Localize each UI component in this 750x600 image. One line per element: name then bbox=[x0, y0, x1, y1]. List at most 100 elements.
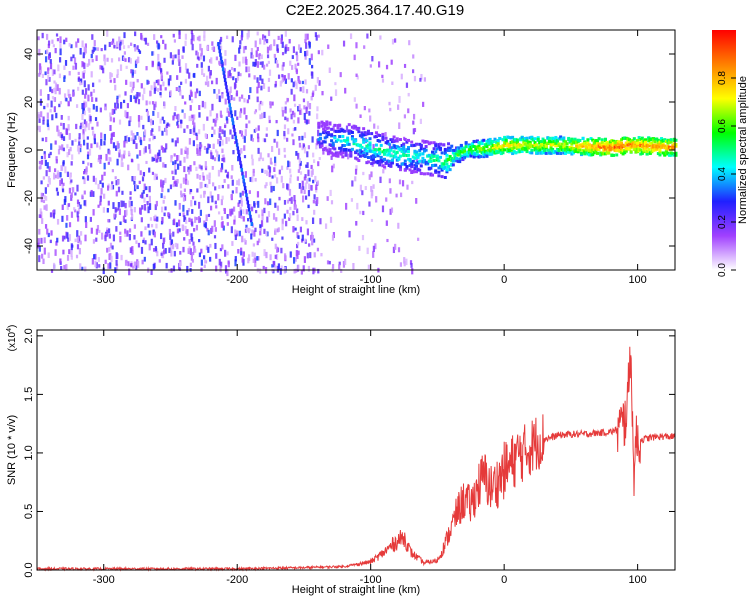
signal-cell bbox=[410, 162, 414, 166]
noise-cell bbox=[85, 166, 88, 173]
spectrogram-signal-layer bbox=[317, 120, 678, 179]
noise-cell bbox=[328, 260, 331, 265]
signal-cell bbox=[466, 154, 470, 158]
noise-cell bbox=[66, 203, 69, 210]
noise-cell bbox=[150, 224, 154, 228]
signal-cell bbox=[333, 136, 337, 140]
noise-cell bbox=[65, 264, 68, 271]
signal-cell bbox=[423, 172, 427, 176]
signal-cell bbox=[370, 155, 374, 159]
signal-cell bbox=[376, 148, 380, 152]
signal-cell bbox=[395, 145, 399, 149]
signal-cell bbox=[594, 149, 598, 153]
noise-cell bbox=[286, 117, 289, 122]
signal-cell bbox=[421, 139, 425, 143]
signal-cell bbox=[652, 148, 656, 152]
noise-cell bbox=[211, 126, 214, 130]
signal-cell bbox=[431, 155, 435, 159]
noise-cell bbox=[389, 188, 392, 194]
signal-cell bbox=[503, 141, 507, 145]
noise-cell bbox=[306, 151, 309, 158]
noise-cell bbox=[81, 121, 84, 129]
noise-cell bbox=[413, 75, 417, 82]
streak-cell bbox=[237, 150, 240, 154]
noise-cell bbox=[297, 250, 300, 255]
noise-cell bbox=[267, 30, 271, 37]
noise-cell bbox=[275, 254, 279, 260]
signal-cell bbox=[642, 146, 646, 150]
signal-cell bbox=[448, 146, 452, 150]
noise-cell bbox=[46, 103, 49, 108]
signal-cell bbox=[603, 147, 607, 151]
noise-cell bbox=[92, 191, 95, 197]
noise-cell bbox=[253, 252, 256, 259]
noise-cell bbox=[179, 160, 182, 166]
noise-cell bbox=[398, 179, 402, 185]
signal-cell bbox=[443, 147, 447, 151]
noise-cell bbox=[176, 163, 180, 170]
noise-cell bbox=[165, 143, 168, 150]
signal-cell bbox=[661, 144, 665, 148]
noise-cell bbox=[250, 233, 253, 240]
noise-cell bbox=[86, 154, 90, 160]
signal-cell bbox=[349, 154, 353, 158]
noise-cell bbox=[316, 196, 319, 204]
noise-cell bbox=[226, 118, 229, 124]
noise-cell bbox=[359, 210, 362, 215]
noise-cell bbox=[301, 234, 304, 241]
noise-cell bbox=[174, 200, 177, 206]
signal-cell bbox=[346, 142, 350, 146]
noise-cell bbox=[48, 153, 51, 159]
noise-cell bbox=[239, 108, 243, 114]
noise-cell bbox=[198, 35, 201, 42]
noise-cell bbox=[163, 103, 166, 109]
signal-cell bbox=[387, 152, 391, 156]
signal-cell bbox=[410, 140, 414, 144]
noise-cell bbox=[276, 63, 279, 68]
noise-cell bbox=[237, 71, 240, 77]
streak-cell bbox=[250, 222, 254, 226]
signal-cell bbox=[549, 143, 553, 147]
noise-cell bbox=[40, 155, 44, 160]
noise-cell bbox=[70, 44, 73, 49]
noise-cell bbox=[90, 227, 93, 234]
noise-cell bbox=[298, 104, 301, 111]
noise-cell bbox=[221, 93, 224, 99]
signal-cell bbox=[642, 148, 646, 152]
noise-cell bbox=[231, 36, 234, 43]
signal-cell bbox=[410, 170, 414, 174]
signal-cell bbox=[552, 137, 556, 141]
signal-cell bbox=[339, 139, 343, 143]
noise-cell bbox=[201, 172, 205, 178]
streak-cell bbox=[231, 121, 235, 126]
noise-cell bbox=[303, 256, 307, 263]
noise-cell bbox=[94, 47, 97, 51]
noise-cell bbox=[204, 183, 207, 188]
noise-cell bbox=[195, 134, 199, 141]
signal-cell bbox=[658, 153, 662, 157]
noise-cell bbox=[242, 253, 245, 257]
noise-cell bbox=[234, 110, 237, 117]
noise-cell bbox=[148, 149, 152, 154]
signal-cell bbox=[463, 153, 467, 157]
noise-cell bbox=[54, 140, 57, 145]
signal-cell bbox=[607, 145, 611, 149]
noise-cell bbox=[84, 43, 87, 48]
noise-cell bbox=[311, 136, 314, 143]
noise-cell bbox=[254, 40, 257, 48]
signal-cell bbox=[591, 138, 595, 142]
noise-cell bbox=[231, 164, 234, 171]
noise-cell bbox=[296, 55, 299, 62]
signal-cell bbox=[482, 138, 486, 142]
noise-cell bbox=[303, 112, 306, 120]
noise-cell bbox=[184, 225, 187, 231]
noise-cell bbox=[121, 190, 124, 195]
signal-cell bbox=[530, 135, 534, 139]
noise-cell bbox=[394, 243, 397, 250]
signal-cell bbox=[671, 146, 675, 150]
noise-cell bbox=[148, 167, 151, 173]
streak-cell bbox=[249, 214, 252, 219]
noise-cell bbox=[103, 162, 106, 170]
signal-cell bbox=[493, 148, 497, 152]
noise-cell bbox=[130, 69, 133, 74]
